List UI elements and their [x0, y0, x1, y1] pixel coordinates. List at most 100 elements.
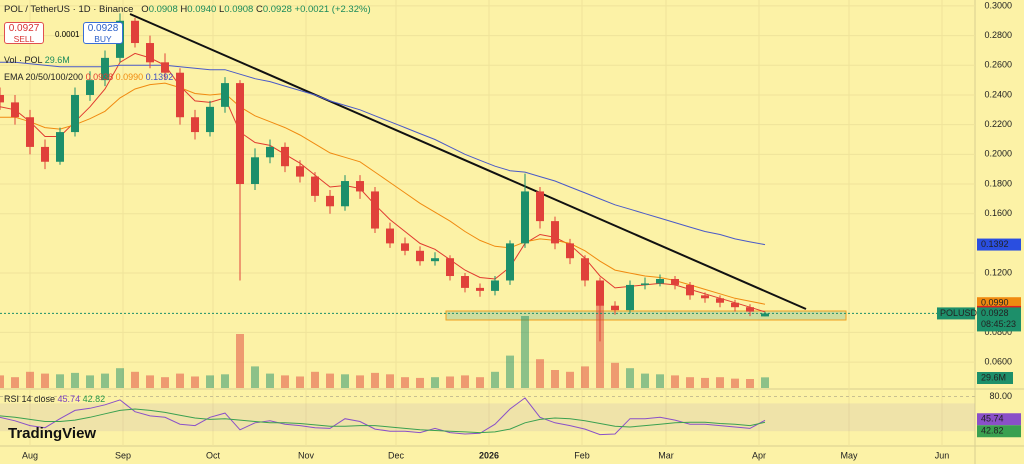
- x-tick-label: Oct: [206, 450, 221, 460]
- volume-bar: [71, 372, 79, 388]
- x-tick-label: Mar: [658, 450, 674, 460]
- candle-body: [296, 166, 304, 177]
- volume-bar: [701, 377, 709, 388]
- candle-body: [461, 276, 469, 288]
- candle-body: [0, 94, 4, 103]
- volume-bar: [221, 374, 229, 388]
- candle-body: [521, 191, 529, 244]
- volume-bar: [746, 379, 754, 388]
- volume-bar: [176, 373, 184, 388]
- volume-bar: [641, 373, 649, 388]
- y-tick-label: 0.2800: [984, 30, 1012, 40]
- sell-button[interactable]: 0.0927 SELL: [4, 22, 44, 44]
- candle-body: [266, 146, 274, 158]
- candle-body: [401, 243, 409, 251]
- buy-price: 0.0928: [87, 23, 119, 34]
- candle-body: [761, 313, 769, 317]
- ema200-badge: 0.1392: [981, 239, 1009, 249]
- y-tick-label: 0.1600: [984, 208, 1012, 218]
- candle-body: [431, 258, 439, 262]
- vol-legend: Vol · POL 29.6M: [4, 55, 70, 65]
- ema200: 0.1392: [145, 72, 174, 82]
- volume-bar: [716, 377, 724, 388]
- rsi-label: RSI 14 close: [4, 394, 56, 404]
- y-tick-label: 0.1200: [984, 267, 1012, 277]
- rsi-badge-bg: [977, 413, 1021, 426]
- ema50-badge: 0.0990: [981, 298, 1009, 308]
- rsi-legend: RSI 14 close 45.74 42.82: [4, 394, 105, 404]
- header: POL / TetherUS · 1D · Binance O0.0908 H0…: [4, 4, 371, 15]
- candle-body: [716, 298, 724, 303]
- volume-bar: [611, 362, 619, 388]
- y-tick-label: 0.3000: [984, 0, 1012, 10]
- candle-body: [236, 83, 244, 185]
- spread: 0.0001: [55, 30, 80, 39]
- vol-value: 29.6M: [44, 55, 70, 65]
- volume-bar: [206, 375, 214, 388]
- y-tick-label: 0.0600: [984, 356, 1012, 366]
- ema-label: EMA 20/50/100/200: [4, 72, 84, 82]
- candle-body: [281, 146, 289, 167]
- candle-body: [671, 278, 679, 285]
- candle-body: [686, 284, 694, 296]
- candle-body: [176, 72, 184, 118]
- volume-bar: [26, 371, 34, 388]
- sell-label: SELL: [13, 34, 35, 44]
- candle-body: [191, 117, 199, 133]
- volume-bar: [506, 355, 514, 388]
- x-tick-label: Aug: [22, 450, 38, 460]
- volume-bar: [341, 374, 349, 388]
- candle-body: [701, 295, 709, 299]
- ema200-badge-bg: [977, 238, 1021, 251]
- x-tick-label: Sep: [115, 450, 131, 460]
- volume-bar: [671, 375, 679, 388]
- x-tick-label: 2026: [479, 450, 499, 460]
- x-tick-label: May: [840, 450, 858, 460]
- volume-badge: 29.6M: [981, 372, 1006, 382]
- buy-label: BUY: [94, 34, 112, 44]
- sell-price: 0.0927: [8, 23, 40, 34]
- x-tick-label: Jun: [935, 450, 950, 460]
- rsi-band: [0, 403, 975, 432]
- candle-body: [206, 106, 214, 133]
- volume-bar: [356, 375, 364, 388]
- change: +0.0021 (+2.32%): [294, 4, 371, 15]
- volume-bar: [386, 374, 394, 388]
- ema-legend: EMA 20/50/100/200 0.0938 0.0990 0.1392: [4, 72, 173, 82]
- candle-body: [506, 243, 514, 281]
- candle-body: [596, 280, 604, 306]
- candle-body: [581, 258, 589, 281]
- volume-bar: [731, 378, 739, 388]
- volume-bar: [446, 376, 454, 388]
- candle-body: [656, 278, 664, 284]
- volume-bar: [686, 377, 694, 388]
- rsi-ma: 42.82: [82, 394, 106, 404]
- candle-body: [446, 258, 454, 277]
- volume-bar: [311, 371, 319, 388]
- vol-label: Vol · POL: [4, 55, 43, 65]
- ema50: 0.0990: [115, 72, 144, 82]
- buy-button[interactable]: 0.0928 BUY: [83, 22, 123, 44]
- h-label: H: [180, 4, 188, 15]
- x-tick-label: Feb: [574, 450, 590, 460]
- ema-line: [0, 82, 766, 305]
- ema-line: [0, 61, 766, 246]
- volume-bar: [401, 377, 409, 388]
- candle-body: [251, 157, 259, 185]
- symbol: POL / TetherUS · 1D · Binance: [4, 4, 134, 15]
- candle-body: [371, 191, 379, 229]
- volume-bar: [521, 316, 529, 388]
- y-tick-label: 0.2400: [984, 89, 1012, 99]
- candle-body: [416, 250, 424, 262]
- rsi-tick-label: 80.00: [989, 391, 1012, 401]
- volume-bar: [56, 374, 64, 388]
- candle-body: [341, 181, 349, 207]
- volume-bar: [761, 377, 769, 388]
- candle-body: [476, 287, 484, 291]
- open: 0.0908: [148, 4, 178, 15]
- candle-body: [491, 280, 499, 291]
- x-tick-label: Apr: [752, 450, 766, 460]
- volume-bar: [101, 373, 109, 388]
- last-price-badge: 08:45:23: [981, 319, 1016, 329]
- volume-bar: [596, 298, 604, 388]
